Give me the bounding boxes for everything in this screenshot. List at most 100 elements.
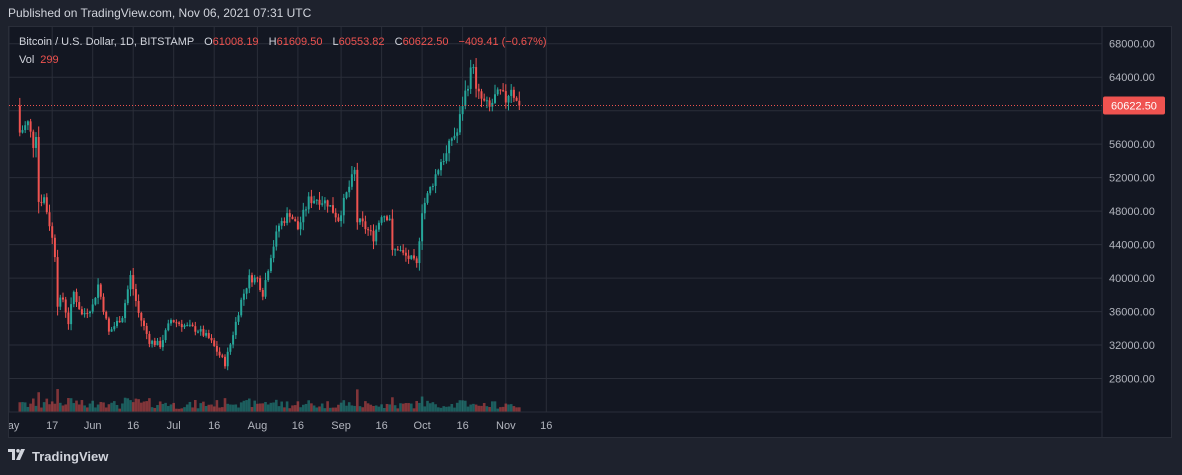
candle-body	[251, 275, 253, 283]
price-axis: 28000.00 32000.00 36000.00 40000.00 44000.00…	[1109, 39, 1155, 386]
volume-value: 299	[40, 54, 59, 66]
volume-bar	[339, 402, 343, 412]
candle-body	[372, 230, 375, 242]
volume-bar	[437, 407, 440, 412]
volume-bar	[226, 403, 229, 412]
time-tick-label: 16	[292, 420, 304, 432]
candle-body	[48, 212, 51, 227]
volume-bar	[501, 406, 505, 412]
candle-body	[407, 255, 410, 259]
volume-bar	[442, 406, 445, 412]
time-tick-label: Nov	[496, 420, 516, 432]
volume-bar	[318, 406, 321, 412]
candle-body	[113, 326, 116, 330]
volume-bar	[345, 405, 348, 412]
volume-bar	[264, 401, 267, 412]
candle-body	[178, 322, 181, 324]
volume-bar	[496, 408, 499, 412]
candle-body	[129, 275, 132, 290]
candle-body	[329, 205, 332, 207]
candle-body	[413, 255, 415, 259]
volume-bar	[307, 400, 310, 412]
volume-bar	[509, 404, 513, 412]
volume-bar	[256, 403, 259, 412]
volume-bar	[423, 406, 427, 412]
candle-body	[332, 205, 334, 213]
volume-bar	[515, 407, 518, 412]
price-tick-label: 40000.00	[1109, 273, 1155, 285]
volume-bar	[315, 407, 319, 412]
price-tick-label: 68000.00	[1109, 39, 1155, 51]
candle-body	[161, 340, 164, 348]
volume-bar	[21, 402, 24, 412]
high-value: 61609.50	[276, 36, 323, 48]
volume-bar	[88, 403, 92, 412]
candlestick-chart[interactable]: 28000.00 32000.00 36000.00 40000.00 44000.00…	[9, 27, 1171, 437]
volume-bar	[337, 404, 340, 412]
candle-body	[434, 174, 437, 186]
volume-bar	[296, 401, 300, 412]
candle-body	[245, 288, 248, 294]
volume-bar	[288, 408, 292, 412]
time-tick-label: 16	[127, 420, 139, 432]
candle-body	[89, 311, 91, 314]
candle-body	[213, 340, 216, 346]
candle-body	[507, 95, 510, 103]
candle-body	[259, 278, 262, 291]
volume-bar	[110, 402, 113, 412]
volume-bar	[145, 401, 148, 412]
volume-bar	[56, 389, 59, 412]
volume-bar	[493, 401, 497, 412]
candle-body	[485, 100, 488, 102]
volume-bar	[350, 405, 354, 412]
price-tick-label: 28000.00	[1109, 374, 1155, 386]
candle-body	[323, 200, 326, 204]
volume-bar	[488, 407, 491, 412]
candle-body	[175, 322, 178, 324]
price-tick-label: 32000.00	[1109, 340, 1155, 352]
volume-bar	[250, 407, 254, 412]
volume-bar	[107, 404, 111, 412]
candle-body	[345, 192, 348, 198]
volume-bar	[185, 404, 189, 412]
candle-body	[502, 90, 505, 92]
volume-bar	[207, 404, 211, 412]
volume-bar	[191, 407, 194, 412]
published-caption: Published on TradingView.com, Nov 06, 20…	[8, 6, 312, 20]
candle-body	[132, 275, 135, 290]
volume-bar	[83, 405, 86, 412]
time-tick-label: May	[9, 420, 20, 432]
volume-bar	[156, 405, 159, 412]
candle-body	[237, 315, 240, 322]
candle-body	[78, 302, 81, 310]
volume-bar	[391, 397, 394, 412]
candle-body	[305, 209, 307, 211]
volume-bar	[401, 403, 405, 412]
candle-body	[105, 311, 108, 319]
candle-body	[280, 221, 283, 226]
volume-bar	[69, 398, 73, 412]
volume-bar	[164, 402, 167, 412]
volume-bar	[150, 407, 154, 412]
volume-bar	[23, 402, 27, 412]
chart-frame[interactable]: 28000.00 32000.00 36000.00 40000.00 44000.00…	[8, 26, 1172, 438]
candle-body	[342, 197, 345, 216]
candle-body	[172, 320, 175, 323]
candle-body	[386, 216, 388, 221]
candle-body	[188, 324, 191, 326]
footer[interactable]: TradingView	[8, 449, 108, 464]
candle-body	[278, 225, 280, 232]
candle-body	[86, 312, 89, 314]
candle-body	[340, 215, 343, 222]
volume-bar	[385, 403, 389, 412]
footer-brand[interactable]: TradingView	[32, 449, 109, 464]
time-tick-label: Sep	[331, 420, 351, 432]
symbol-legend: Bitcoin / U.S. Dollar, 1D, BITSTAMP O610…	[19, 36, 547, 48]
volume-bars	[18, 389, 521, 412]
candle-body	[143, 320, 145, 326]
candle-body	[205, 333, 208, 336]
candle-body	[337, 217, 340, 222]
candle-body	[24, 125, 27, 131]
volume-bar	[167, 406, 170, 412]
candle-body	[26, 121, 29, 126]
